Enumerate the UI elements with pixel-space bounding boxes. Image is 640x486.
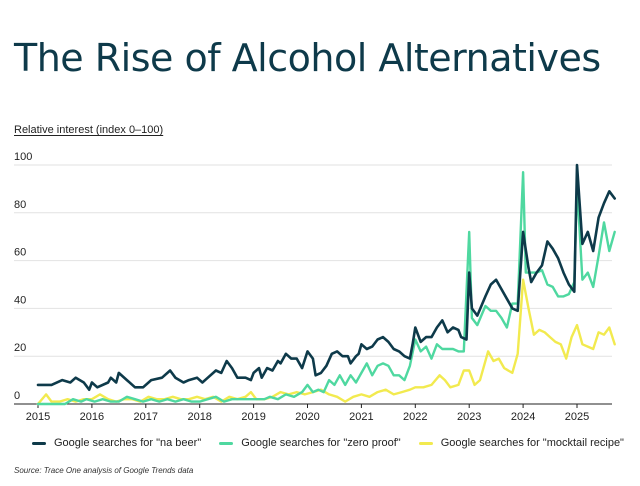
y-tick-label: 80 [14, 199, 26, 211]
legend-label-zero-proof: Google searches for "zero proof" [241, 437, 401, 449]
y-tick-label: 60 [14, 247, 26, 259]
series-line-mocktail-recipe [36, 278, 616, 406]
series-lines [36, 163, 616, 406]
y-axis-label: Relative interest (index 0–100) [14, 124, 164, 136]
x-tick-label: 2024 [511, 411, 535, 423]
legend-item-na-beer: Google searches for "na beer" [32, 437, 201, 449]
y-tick-label: 0 [14, 390, 20, 402]
legend-swatch-zero-proof [219, 441, 234, 445]
series-line-zero-proof [36, 171, 616, 406]
y-axis-ticks: 0 20 40 60 80 100 [14, 151, 32, 402]
y-tick-label: 20 [14, 342, 26, 354]
y-tick-label: 40 [14, 294, 26, 306]
legend-swatch-mocktail-recipe [418, 441, 433, 445]
grid-lines [14, 164, 612, 405]
x-tick-label: 2020 [295, 411, 319, 423]
x-tick-label: 2025 [565, 411, 589, 423]
x-tick-label: 2018 [187, 411, 211, 423]
y-tick-label: 100 [14, 151, 32, 163]
x-tick-label: 2023 [457, 411, 481, 423]
x-tick-label: 2017 [134, 411, 158, 423]
legend-item-mocktail-recipe: Google searches for "mocktail recipe" [418, 437, 624, 449]
legend-label-na-beer: Google searches for "na beer" [54, 437, 202, 449]
legend-label-mocktail-recipe: Google searches for "mocktail recipe" [440, 437, 624, 449]
legend-swatch-na-beer [32, 441, 46, 445]
legend-item-zero-proof: Google searches for "zero proof" [219, 437, 401, 449]
x-tick-label: 2022 [403, 411, 427, 423]
x-tick-label: 2016 [80, 411, 104, 423]
source-note: Source: Trace One analysis of Google Tre… [14, 466, 194, 475]
x-tick-label: 2019 [241, 411, 265, 423]
legend: Google searches for "na beer" Google sea… [32, 437, 624, 449]
x-tick-label: 2021 [349, 411, 373, 423]
series-line-na-beer [36, 163, 616, 391]
x-tick-label: 2015 [26, 411, 50, 423]
page-title: The Rise of Alcohol Alternatives [14, 36, 601, 80]
x-axis-ticks: 2015 2016 2017 2018 2019 2020 2021 2022 2023 2024… [26, 404, 589, 423]
